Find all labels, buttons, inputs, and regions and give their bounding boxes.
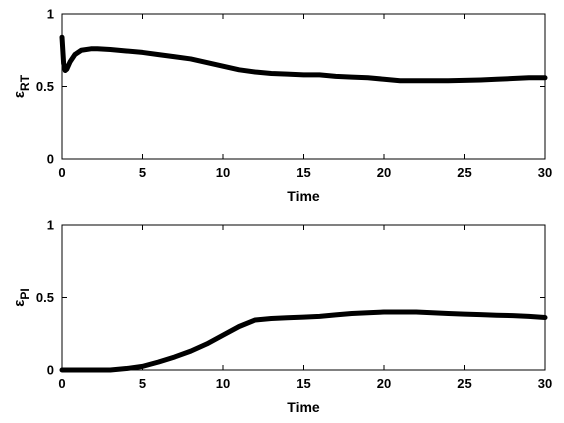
y-axis-label-rt-sub: RT — [18, 74, 32, 91]
x-tick-label-pi-10: 10 — [216, 376, 230, 391]
x-tick-label-pi-25: 25 — [457, 376, 471, 391]
y-axis-label-pi-sub: PI — [18, 288, 32, 299]
x-tick-label-pi-20: 20 — [377, 376, 391, 391]
y-tick-label-rt-0.5: 0.5 — [36, 79, 54, 94]
chart-panel-pi: 0 5 10 15 20 25 30 0 0.5 1 Time εPI — [11, 218, 552, 416]
y-tick-label-pi-0.5: 0.5 — [36, 290, 54, 305]
y-tick-label-rt-1: 1 — [47, 7, 54, 22]
x-tick-label-rt-5: 5 — [139, 165, 146, 180]
tick-labels-pi: 0 5 10 15 20 25 30 0 0.5 1 — [36, 218, 552, 392]
tick-labels-rt: 0 5 10 15 20 25 30 0 0.5 1 — [36, 7, 552, 181]
y-tick-label-pi-1: 1 — [47, 218, 54, 233]
x-tick-label-pi-30: 30 — [538, 376, 552, 391]
x-tick-label-rt-10: 10 — [216, 165, 230, 180]
x-tick-label-rt-0: 0 — [58, 165, 65, 180]
y-axis-label-rt: εRT — [11, 74, 32, 98]
y-axis-label-rt-main: ε — [11, 91, 28, 98]
plot-area-pi — [61, 224, 546, 371]
y-axis-label-pi: εPI — [11, 288, 32, 306]
line-series-rt — [59, 34, 548, 84]
x-tick-label-rt-30: 30 — [538, 165, 552, 180]
plot-area-rt — [61, 13, 546, 160]
chart-panel-rt: 0 5 10 15 20 25 30 0 0.5 1 Time εRT — [11, 7, 552, 205]
line-series-pi — [59, 309, 548, 373]
svg-text:εPI: εPI — [11, 288, 32, 306]
x-tick-label-pi-5: 5 — [139, 376, 146, 391]
x-tick-label-pi-0: 0 — [58, 376, 65, 391]
x-axis-label-pi: Time — [287, 399, 320, 415]
x-tick-label-rt-25: 25 — [457, 165, 471, 180]
y-tick-label-pi-0: 0 — [47, 363, 54, 378]
x-tick-label-pi-15: 15 — [296, 376, 310, 391]
x-tick-label-rt-15: 15 — [296, 165, 310, 180]
svg-text:εRT: εRT — [11, 74, 32, 98]
y-tick-label-rt-0: 0 — [47, 152, 54, 167]
ticks-rt — [61, 13, 546, 160]
y-axis-label-pi-main: ε — [11, 300, 28, 307]
x-axis-label-rt: Time — [287, 188, 320, 204]
x-tick-label-rt-20: 20 — [377, 165, 391, 180]
